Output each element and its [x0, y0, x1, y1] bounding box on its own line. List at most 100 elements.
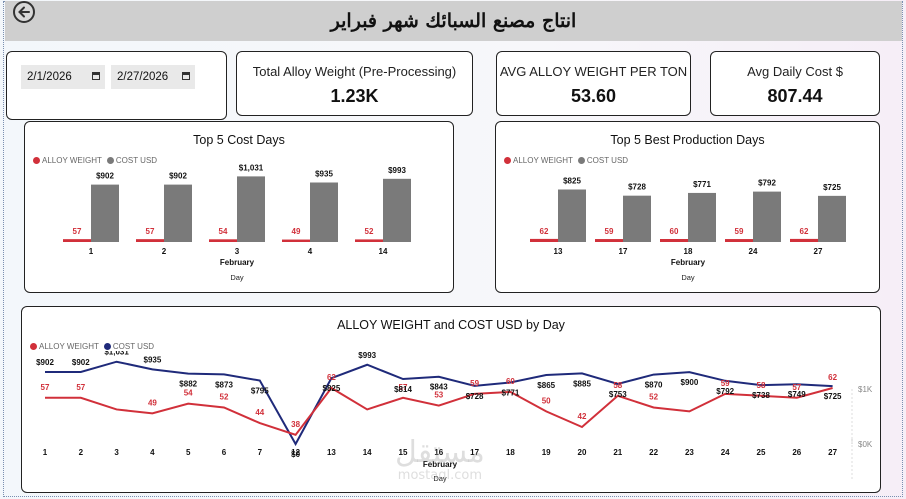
cost-data-label: $993: [358, 351, 376, 360]
chart-legend: ALLOY WEIGHT COST USD: [504, 156, 633, 165]
chart-legend: ALLOY WEIGHT COST USD: [30, 342, 159, 351]
x-axis-label: February: [671, 258, 706, 267]
cost-data-label: $771: [502, 388, 520, 397]
calendar-icon[interactable]: [182, 72, 190, 80]
x-tick-label: 27: [814, 247, 823, 256]
alloy-value-label: 54: [219, 227, 228, 236]
x-tick-label: 12: [291, 448, 300, 457]
cost-value-label: $825: [563, 177, 581, 186]
x-tick-label: 3: [114, 448, 119, 457]
cost-data-label: $795: [251, 387, 269, 396]
watermark-logo: مستقل mostaql.com: [395, 438, 485, 484]
cost-data-label: $749: [788, 390, 806, 399]
cost-data-label: $902: [36, 358, 54, 367]
start-date-input[interactable]: 2/1/2026: [21, 65, 105, 89]
x-tick-label: 4: [308, 247, 313, 256]
x-tick-label: 27: [828, 448, 837, 457]
alloy-data-label: 52: [649, 393, 658, 402]
alloy-value-label: 62: [800, 227, 809, 236]
cost-data-label: $825: [323, 384, 341, 393]
alloy-line-series: [45, 386, 833, 436]
cost-bar: [688, 192, 716, 242]
x-axis-title: Day: [230, 273, 244, 282]
top5-production-bar-chart: 62 $825 13 59 $728 17 60 $771 18 59 $792 24 62 $725 27…: [530, 177, 846, 282]
cost-bar: [753, 191, 781, 242]
chart-title: Top 5 Best Production Days: [610, 133, 765, 147]
daily-line-chart-card: ALLOY WEIGHT and COST USD by Day ALLOY W…: [21, 306, 881, 493]
alloy-data-label: 62: [828, 373, 837, 382]
alloy-bar: [209, 239, 237, 242]
x-axis-label: February: [423, 460, 458, 469]
cost-value-label: $792: [758, 179, 776, 188]
x-tick-label: 22: [649, 448, 658, 457]
cost-value-label: $935: [315, 170, 333, 179]
cost-bar: [237, 176, 265, 242]
x-tick-label: 19: [542, 448, 551, 457]
cost-data-label: $900: [681, 378, 699, 387]
start-date-value: 2/1/2026: [27, 71, 72, 83]
date-filter-card: 2/1/2026 2/27/2026: [6, 51, 227, 120]
cost-bar: [558, 189, 586, 242]
cost-data-label: $885: [573, 379, 591, 388]
cost-value-label: $728: [628, 183, 646, 192]
x-tick-label: 14: [363, 448, 372, 457]
x-tick-label: 14: [379, 247, 388, 256]
cost-data-label: $792: [716, 387, 734, 396]
x-tick-label: 1: [43, 448, 48, 457]
cost-data-label: $865: [537, 381, 555, 390]
calendar-icon[interactable]: [92, 72, 100, 80]
x-tick-label: 26: [792, 448, 801, 457]
x-tick-label: 1: [89, 247, 94, 256]
legend-label-cost: COST USD: [115, 156, 158, 165]
cost-value-label: $725: [823, 183, 841, 192]
alloy-data-label: 42: [578, 412, 587, 421]
alloy-data-label: 59: [721, 379, 730, 388]
cost-value-label: $1,031: [239, 163, 264, 172]
legend-label-alloy: ALLOY WEIGHT: [513, 156, 573, 165]
x-tick-label: 18: [506, 448, 515, 457]
back-arrow-icon[interactable]: [13, 1, 35, 23]
alloy-value-label: 59: [605, 227, 614, 236]
kpi-value: 807.44: [767, 86, 823, 106]
end-date-input[interactable]: 2/27/2026: [111, 65, 195, 89]
kpi-value: 1.23K: [330, 86, 379, 106]
alloy-bar: [355, 239, 383, 242]
alloy-data-label: 38: [291, 420, 300, 429]
page-title: انتاج مصنع السبائك شهر فبراير: [330, 10, 577, 32]
top5-production-chart-card: Top 5 Best Production Days ALLOY WEIGHT …: [495, 121, 880, 293]
alloy-bar: [725, 239, 753, 242]
alloy-data-label: 57: [399, 383, 408, 392]
alloy-data-label: 50: [542, 396, 551, 405]
x-tick-label: 5: [186, 448, 191, 457]
cost-line-series: [45, 360, 833, 447]
legend-dot-alloy: [30, 343, 37, 350]
alloy-data-label: 53: [434, 391, 443, 400]
x-tick-label: 2: [162, 247, 167, 256]
kpi-label: Avg Daily Cost $: [747, 64, 843, 79]
x-tick-label: 24: [721, 448, 730, 457]
alloy-data-label: 57: [792, 383, 801, 392]
x-tick-label: 18: [684, 247, 693, 256]
x-axis-title: Day: [681, 273, 695, 282]
cost-data-label: $843: [430, 383, 448, 392]
cost-bar: [164, 184, 192, 242]
end-date-value: 2/27/2026: [117, 71, 169, 83]
cost-bar: [623, 195, 651, 242]
cost-value-label: $771: [693, 180, 711, 189]
alloy-value-label: 59: [735, 227, 744, 236]
alloy-data-label: 52: [220, 393, 229, 402]
x-axis-title: Day: [433, 474, 447, 483]
x-axis-label: February: [220, 258, 255, 267]
x-tick-label: 17: [619, 247, 628, 256]
x-tick-label: 16: [434, 448, 443, 457]
chart-legend: ALLOY WEIGHT COST USD: [33, 156, 162, 165]
watermark-url: mostaql.com: [397, 468, 482, 483]
cost-data-label: $728: [466, 392, 484, 401]
x-tick-label: 25: [757, 448, 766, 457]
legend-label-alloy: ALLOY WEIGHT: [39, 342, 99, 351]
alloy-bar: [63, 239, 91, 242]
alloy-data-label: 49: [148, 398, 157, 407]
alloy-value-label: 62: [540, 227, 549, 236]
legend-label-cost: COST USD: [586, 156, 629, 165]
cost-data-label: $738: [752, 391, 770, 400]
